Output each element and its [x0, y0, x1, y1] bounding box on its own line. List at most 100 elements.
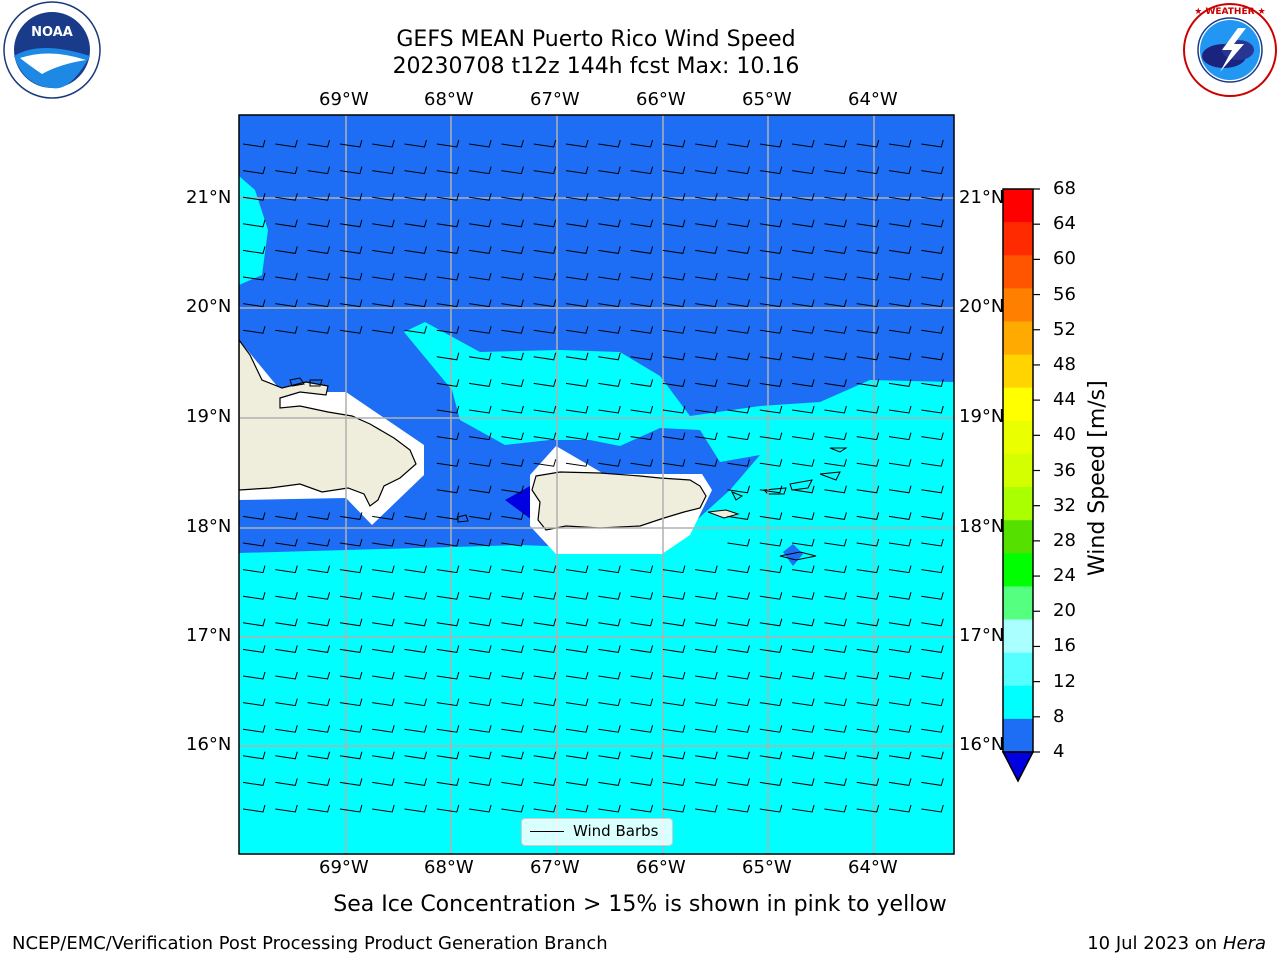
wind-barb — [436, 326, 460, 334]
wind-barb — [598, 193, 621, 201]
wind-barb — [404, 139, 427, 148]
wind-barb — [921, 432, 944, 441]
wind-barb — [404, 219, 427, 228]
wind-barb — [598, 405, 621, 414]
wind-barb — [565, 698, 589, 707]
wind-barb — [921, 459, 944, 467]
wind-barb — [727, 219, 750, 228]
wind-barb — [501, 272, 524, 281]
wind-barb — [824, 725, 847, 733]
wind-barb — [921, 804, 944, 813]
wind-barb — [339, 645, 363, 653]
wind-barb — [888, 379, 912, 387]
wind-barb — [404, 272, 427, 281]
wind-barb — [275, 272, 298, 281]
wind-barb — [888, 538, 912, 547]
wind-barb — [824, 405, 847, 414]
wind-barb — [921, 193, 944, 201]
wind-barb — [695, 592, 718, 600]
wind-barb — [759, 751, 783, 760]
wind-barb — [888, 592, 912, 600]
wind-barb — [727, 618, 750, 627]
wind-barb — [759, 272, 783, 281]
wind-barb — [921, 485, 944, 494]
wind-barb — [565, 565, 589, 574]
wind-barb — [598, 565, 621, 574]
wind-barb — [792, 432, 815, 441]
wind-barb — [630, 326, 654, 334]
wind-barb — [824, 432, 847, 441]
wind-barb — [727, 725, 750, 733]
wind-barb — [533, 219, 557, 228]
wind-barb — [727, 193, 750, 201]
wind-barb — [888, 405, 912, 414]
wind-barb — [242, 219, 266, 228]
wind-barb — [533, 193, 557, 201]
lon-label-bottom: 64°W — [848, 857, 898, 878]
wind-barb — [792, 804, 815, 813]
lon-label-bottom: 68°W — [424, 857, 474, 878]
wind-barb — [533, 565, 557, 574]
wind-barb — [792, 379, 815, 387]
wind-barb — [339, 778, 363, 786]
wind-barb — [404, 565, 427, 574]
wind-barb — [630, 299, 654, 308]
colorbar-tick-label: 60 — [1053, 248, 1076, 270]
wind-barb — [727, 592, 750, 600]
wind-barb — [630, 698, 654, 707]
wind-barb — [307, 592, 331, 600]
wind-barb — [372, 804, 395, 813]
wind-barb — [469, 725, 492, 733]
wind-barb — [727, 512, 750, 520]
wind-barb — [242, 139, 266, 148]
land-st-croix — [779, 551, 817, 561]
wind-barb — [824, 618, 847, 627]
wind-barb — [888, 751, 912, 760]
wind-barb — [436, 565, 460, 574]
wind-barb — [307, 698, 331, 707]
wind-barb — [565, 592, 589, 600]
footer-date: 10 Jul 2023 on Hera — [1087, 934, 1266, 954]
wind-barb — [759, 432, 783, 441]
wind-barb — [662, 618, 686, 627]
wind-barb — [307, 565, 331, 574]
wind-barb — [662, 139, 686, 148]
wind-barb — [856, 379, 880, 387]
wind-barb — [339, 725, 363, 733]
wind-barb — [921, 299, 944, 308]
wind-barb — [469, 565, 492, 574]
lon-label-top: 65°W — [742, 89, 792, 110]
wind-barb — [404, 246, 427, 254]
wind-barb — [727, 565, 750, 574]
wind-barb — [888, 432, 912, 441]
wind-barb — [436, 698, 460, 707]
footer-machine: Hera — [1222, 933, 1266, 954]
lat-label-left: 19°N — [186, 406, 232, 427]
colorbar-tick-label: 12 — [1053, 670, 1076, 692]
wind-barb — [662, 645, 686, 653]
wind-barb — [404, 193, 427, 201]
wind-barb — [792, 405, 815, 414]
wind-barb — [662, 698, 686, 707]
wind-barb — [501, 246, 524, 254]
wind-barb — [533, 326, 557, 334]
wind-barb — [436, 485, 460, 494]
wind-barb — [307, 618, 331, 627]
wind-barb — [921, 565, 944, 574]
wind-band-below-4 — [505, 486, 532, 520]
wind-barb — [372, 618, 395, 627]
wind-barb — [759, 485, 783, 494]
wind-barb — [339, 538, 363, 547]
wind-barb — [436, 193, 460, 201]
wind-barb — [888, 272, 912, 281]
wind-barb — [275, 512, 298, 520]
wind-barb — [824, 379, 847, 387]
wind-barb — [759, 219, 783, 228]
wind-barb — [888, 565, 912, 574]
wind-barb — [695, 272, 718, 281]
wind-barb — [242, 618, 266, 627]
wind-barb — [469, 618, 492, 627]
wind-barb — [792, 246, 815, 254]
wind-barb — [792, 166, 815, 175]
